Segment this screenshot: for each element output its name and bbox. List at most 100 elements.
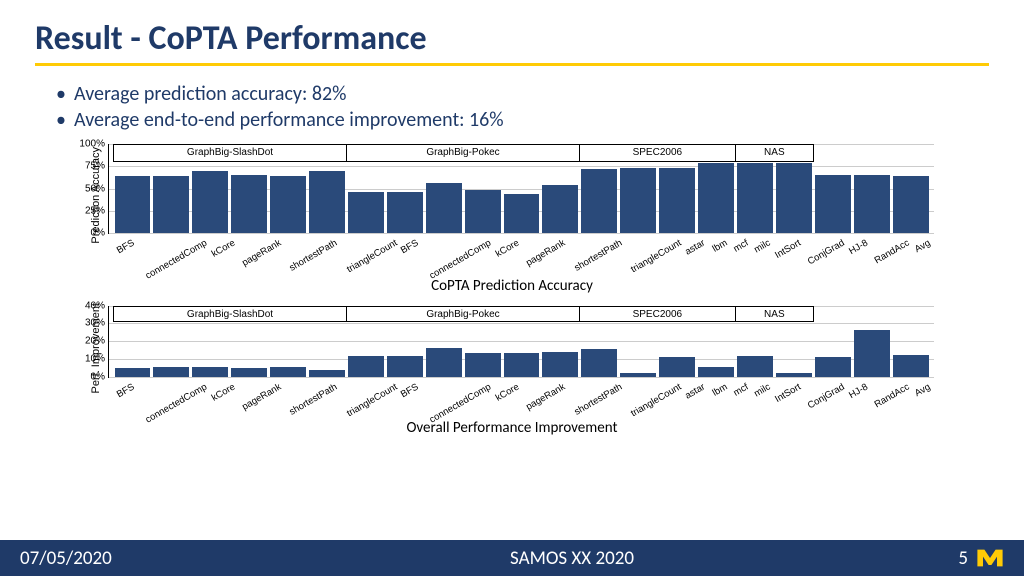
- bar: [854, 175, 890, 233]
- group-header: SPEC2006: [580, 144, 736, 162]
- bar: [465, 353, 501, 376]
- x-label: IntSort: [773, 236, 805, 261]
- bar: [620, 373, 656, 377]
- bar: [854, 330, 890, 377]
- x-label: triangleCount: [629, 236, 686, 275]
- chart-caption: Overall Performance Improvement: [50, 419, 974, 437]
- x-label: astar: [684, 380, 710, 402]
- bar: [542, 352, 578, 377]
- bar: [115, 176, 151, 233]
- group-header: GraphBig-SlashDot: [113, 144, 347, 162]
- y-tick: 40%: [85, 300, 109, 311]
- bar: [309, 370, 345, 377]
- x-label: ConjGrad: [806, 236, 849, 267]
- bar: [815, 175, 851, 233]
- x-label: kCore: [210, 380, 240, 404]
- x-label: kCore: [494, 380, 524, 404]
- x-label: milc: [751, 380, 775, 400]
- x-label: BFS: [115, 380, 139, 400]
- y-tick: 50%: [85, 183, 109, 194]
- x-label: pageRank: [525, 236, 571, 269]
- bar: [659, 168, 695, 233]
- bar: [270, 176, 306, 233]
- y-tick: 25%: [85, 205, 109, 216]
- group-header: SPEC2006: [580, 306, 736, 322]
- bullet-item: Average prediction accuracy: 82%: [50, 82, 974, 106]
- bar: [465, 190, 501, 233]
- x-label: shortestPath: [572, 380, 626, 418]
- bar: [893, 176, 929, 233]
- x-label: HJ-8: [847, 380, 872, 401]
- x-label: RandAcc: [872, 380, 913, 410]
- x-label: triangleCount: [629, 380, 686, 419]
- x-label: Avg: [911, 380, 935, 400]
- y-tick: 0%: [91, 228, 109, 239]
- bullet-item: Average end-to-end performance improveme…: [50, 108, 974, 132]
- y-tick: 10%: [85, 353, 109, 364]
- x-label: IntSort: [773, 380, 805, 405]
- bar: [270, 367, 306, 377]
- x-label: shortestPath: [288, 236, 342, 274]
- bar: [153, 367, 189, 377]
- slide-title: Result - CoPTA Performance: [35, 18, 989, 59]
- x-label: astar: [684, 236, 710, 258]
- x-label: Avg: [911, 236, 935, 256]
- x-label: connectedComp: [143, 236, 211, 282]
- y-tick: 30%: [85, 318, 109, 329]
- bar: [387, 192, 423, 233]
- bar: [659, 357, 695, 376]
- bar: [192, 171, 228, 233]
- bar: [776, 373, 812, 377]
- group-header: NAS: [736, 144, 814, 162]
- chart-caption: CoPTA Prediction Accuracy: [50, 277, 974, 295]
- group-header: GraphBig-SlashDot: [113, 306, 347, 322]
- x-label: ConjGrad: [806, 380, 849, 411]
- y-tick: 0%: [91, 371, 109, 382]
- bar: [698, 367, 734, 377]
- x-label: pageRank: [240, 236, 286, 269]
- x-label: milc: [751, 236, 775, 256]
- bar: [153, 176, 189, 233]
- group-header: GraphBig-Pokec: [347, 144, 580, 162]
- chart-plot-area: 0%25%50%75%100%GraphBig-SlashDotGraphBig…: [108, 144, 934, 234]
- x-label: pageRank: [240, 380, 286, 413]
- bar: [698, 163, 734, 233]
- bar: [893, 355, 929, 377]
- michigan-logo: [976, 548, 1004, 568]
- bar: [737, 356, 773, 377]
- group-header: GraphBig-Pokec: [347, 306, 580, 322]
- bar: [231, 368, 267, 376]
- x-label: HJ-8: [847, 236, 872, 257]
- bullet-list: Average prediction accuracy: 82%Average …: [50, 82, 974, 132]
- x-label: mcf: [729, 380, 753, 400]
- bar: [581, 349, 617, 377]
- footer-date: 07/05/2020: [20, 547, 220, 570]
- x-label: kCore: [210, 236, 240, 260]
- x-label: pageRank: [525, 380, 571, 413]
- bar: [387, 356, 423, 377]
- x-label: BFS: [399, 380, 423, 400]
- bar: [348, 192, 384, 233]
- x-label: RandAcc: [872, 236, 913, 266]
- x-label: BFS: [399, 236, 423, 256]
- page-number: 5: [958, 547, 968, 570]
- group-header: NAS: [736, 306, 814, 322]
- x-label: triangleCount: [345, 380, 402, 419]
- title-underline: [35, 63, 989, 66]
- bar: [776, 163, 812, 233]
- chart-plot-area: 0%10%20%30%40%GraphBig-SlashDotGraphBig-…: [108, 306, 934, 378]
- bar: [231, 175, 267, 233]
- bar: [737, 163, 773, 233]
- bar: [815, 357, 851, 376]
- bar: [309, 171, 345, 233]
- footer-bar: 07/05/2020 SAMOS XX 2020 5: [0, 540, 1024, 576]
- x-label: kCore: [494, 236, 524, 260]
- bar: [426, 348, 462, 377]
- x-label: triangleCount: [345, 236, 402, 275]
- x-label: shortestPath: [288, 380, 342, 418]
- bar: [192, 367, 228, 377]
- bar: [581, 169, 617, 233]
- x-label: shortestPath: [572, 236, 626, 274]
- bar: [348, 356, 384, 377]
- bar: [504, 353, 540, 376]
